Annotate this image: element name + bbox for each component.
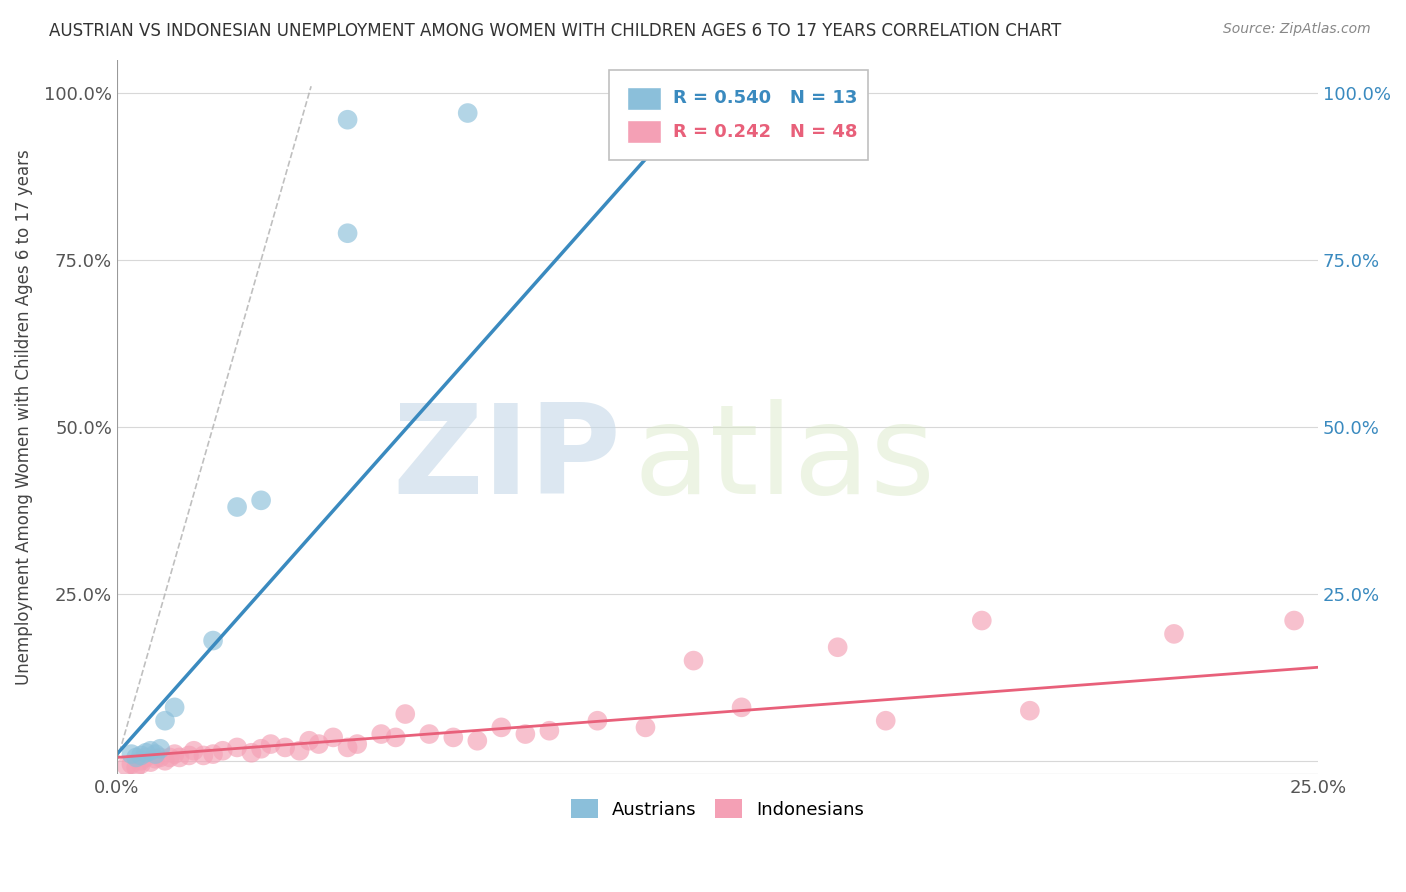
Point: [827, 640, 849, 655]
Point: [115, 759, 138, 773]
Point: [1282, 614, 1305, 628]
Point: [682, 654, 704, 668]
Text: Source: ZipAtlas.com: Source: ZipAtlas.com: [1223, 22, 1371, 37]
Point: [226, 500, 249, 514]
Point: [730, 700, 752, 714]
Point: [125, 760, 148, 774]
Point: [336, 112, 359, 127]
Text: R = 0.242   N = 48: R = 0.242 N = 48: [673, 123, 858, 141]
Point: [169, 750, 191, 764]
Text: ZIP: ZIP: [392, 400, 621, 520]
Point: [538, 723, 561, 738]
Point: [226, 740, 249, 755]
Point: [129, 757, 152, 772]
Point: [163, 700, 186, 714]
Bar: [627, 87, 661, 110]
Point: [153, 714, 176, 728]
Point: [145, 752, 167, 766]
Point: [322, 731, 344, 745]
Point: [153, 754, 176, 768]
Point: [177, 748, 200, 763]
Text: AUSTRIAN VS INDONESIAN UNEMPLOYMENT AMONG WOMEN WITH CHILDREN AGES 6 TO 17 YEARS: AUSTRIAN VS INDONESIAN UNEMPLOYMENT AMON…: [49, 22, 1062, 40]
Point: [260, 737, 283, 751]
Point: [135, 750, 157, 764]
Point: [586, 714, 609, 728]
Point: [441, 731, 464, 745]
Bar: [627, 120, 661, 144]
Point: [634, 720, 657, 734]
Point: [135, 746, 157, 760]
Point: [394, 706, 416, 721]
Point: [240, 746, 263, 760]
Text: atlas: atlas: [634, 400, 935, 520]
Point: [139, 755, 162, 769]
Point: [145, 747, 167, 761]
Point: [250, 493, 273, 508]
Point: [129, 748, 152, 763]
Point: [211, 744, 233, 758]
Point: [159, 750, 181, 764]
Point: [120, 757, 142, 772]
Point: [183, 744, 205, 758]
Point: [129, 754, 152, 768]
Point: [298, 733, 321, 747]
Point: [384, 731, 406, 745]
Text: R = 0.540   N = 13: R = 0.540 N = 13: [673, 89, 858, 107]
Point: [163, 747, 186, 761]
Point: [465, 733, 488, 747]
Point: [288, 744, 311, 758]
Point: [125, 750, 148, 764]
Point: [1163, 627, 1185, 641]
Point: [457, 106, 479, 120]
Y-axis label: Unemployment Among Women with Children Ages 6 to 17 years: Unemployment Among Women with Children A…: [15, 149, 32, 685]
Point: [515, 727, 537, 741]
Point: [370, 727, 392, 741]
Point: [308, 737, 330, 751]
Point: [875, 714, 897, 728]
Point: [491, 720, 513, 734]
Point: [202, 747, 225, 761]
Point: [193, 748, 215, 763]
Point: [250, 741, 273, 756]
Point: [202, 633, 225, 648]
Point: [418, 727, 440, 741]
Point: [149, 750, 172, 764]
Point: [970, 614, 993, 628]
FancyBboxPatch shape: [609, 70, 868, 160]
Point: [149, 741, 172, 756]
Point: [139, 744, 162, 758]
Point: [336, 226, 359, 240]
Point: [1018, 704, 1040, 718]
Legend: Austrians, Indonesians: Austrians, Indonesians: [564, 792, 872, 826]
Point: [336, 740, 359, 755]
Point: [346, 737, 368, 751]
Point: [274, 740, 297, 755]
Point: [120, 747, 142, 761]
